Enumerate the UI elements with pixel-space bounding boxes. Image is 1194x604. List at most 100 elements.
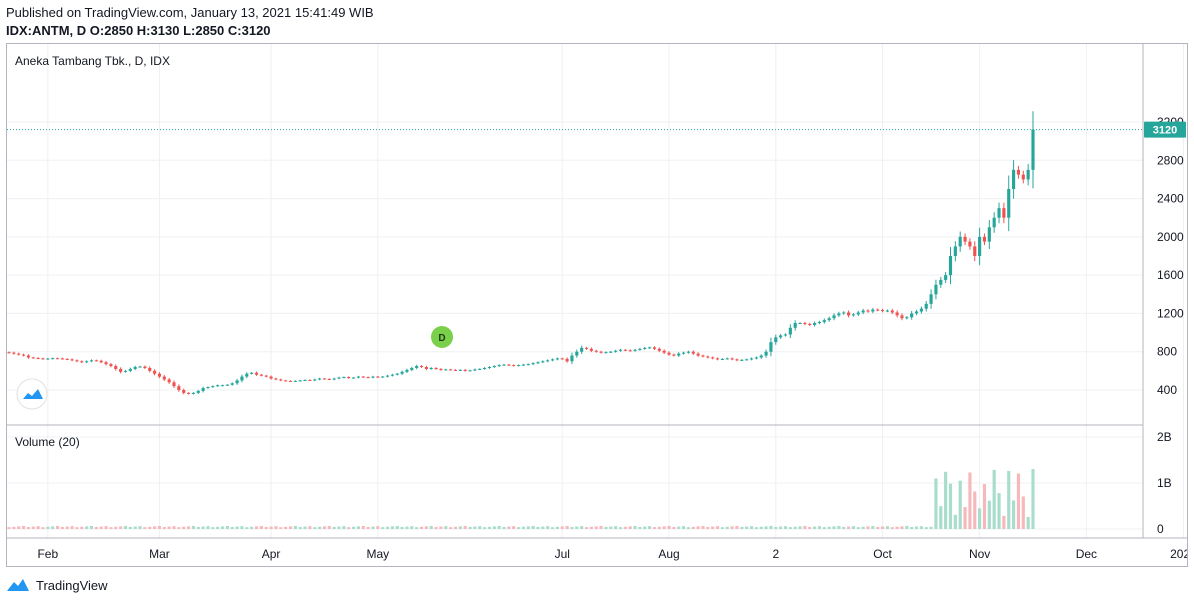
candle-body [191, 392, 195, 394]
candle-body [924, 303, 928, 309]
candle-body [182, 390, 186, 393]
candle-body [900, 315, 904, 319]
volume-bar [788, 527, 792, 529]
volume-bar [880, 526, 885, 529]
volume-bar [458, 526, 462, 529]
price-tick-label: 400 [1157, 383, 1177, 397]
candle-body [133, 367, 137, 369]
volume-bar [1026, 516, 1030, 529]
candle-body [216, 385, 220, 387]
volume-bar [473, 526, 477, 529]
volume-bar [254, 526, 259, 529]
candle-body [220, 385, 225, 387]
candle-body [415, 366, 419, 368]
volume-bar [497, 525, 501, 529]
volume-bar [696, 526, 700, 529]
candle-body [65, 358, 69, 360]
volume-bar [153, 526, 157, 529]
volume-bar [672, 526, 676, 529]
volume-bar [934, 478, 938, 529]
volume-bar [594, 526, 598, 529]
candle-body [94, 360, 98, 362]
volume-bar [550, 527, 555, 529]
volume-bar [1031, 469, 1035, 529]
volume-bar [138, 526, 142, 529]
high-value: 3130 [150, 23, 180, 38]
price-tick-label: 1600 [1157, 268, 1184, 282]
volume-bar [740, 526, 744, 529]
candle-body [109, 364, 113, 367]
volume-bar [162, 526, 166, 529]
volume-bar [929, 526, 933, 529]
candle-body [21, 354, 26, 356]
candle-body [148, 367, 152, 371]
volume-bar [793, 526, 797, 529]
time-tick-label: 2021 [1170, 547, 1187, 561]
candle-body [754, 357, 758, 359]
candle-body [12, 352, 16, 354]
volume-bar [754, 527, 758, 529]
candle-body [764, 351, 768, 356]
volume-bar [662, 526, 666, 529]
volume-bar [109, 527, 113, 529]
candle-body [555, 358, 559, 360]
volume-bar [483, 527, 487, 529]
volume-bar [259, 525, 263, 529]
volume-bar [987, 500, 991, 529]
volume-bar [939, 506, 943, 529]
candle-body [759, 355, 763, 358]
volume-bar [444, 526, 448, 529]
dividend-marker[interactable]: D [431, 326, 453, 348]
candle-body [157, 373, 162, 377]
volume-bar [60, 526, 64, 529]
tradingview-watermark-icon[interactable] [16, 378, 48, 410]
candle-body [153, 370, 157, 374]
candle-body [987, 227, 991, 242]
candle-body [351, 377, 356, 379]
candle-body [225, 384, 229, 386]
volume-bar [720, 527, 724, 529]
candle-body [376, 376, 380, 378]
candle-body [327, 378, 331, 380]
candle-body [99, 360, 103, 363]
candle-body [1016, 169, 1021, 175]
candle-body [769, 342, 773, 352]
volume-bar [31, 526, 35, 529]
volume-bar [390, 526, 394, 529]
candle-body [468, 370, 472, 372]
price-tick-label: 1200 [1157, 306, 1184, 320]
volume-bar [1016, 473, 1021, 529]
volume-bar [749, 526, 754, 529]
candle-body [871, 309, 875, 312]
candle-body [26, 355, 30, 358]
volume-bar [133, 526, 137, 529]
candle-body [813, 323, 817, 325]
volume-bar [526, 526, 530, 529]
candle-body [254, 372, 259, 375]
high-label: H: [136, 23, 151, 38]
footer: TradingView [6, 577, 108, 593]
volume-bar [55, 525, 60, 529]
volume-tick-label: 2B [1157, 430, 1172, 444]
grid-layer [7, 44, 1184, 538]
candle-body [1012, 169, 1016, 189]
candle-body [749, 358, 754, 360]
volume-bar [424, 526, 428, 529]
volume-bar [240, 526, 244, 529]
volume-bar [274, 526, 278, 529]
candle-body [982, 236, 987, 242]
low-label: L: [183, 23, 196, 38]
candle-body [405, 369, 409, 372]
candle-body [371, 376, 375, 378]
candle-body [473, 369, 477, 371]
candle-body [1021, 174, 1025, 180]
price-tick-label: 2400 [1157, 192, 1184, 206]
volume-bar [434, 526, 438, 529]
volume-bar [618, 527, 623, 529]
volume-bar [827, 526, 831, 529]
volume-bar [366, 526, 370, 529]
candle-body [36, 357, 40, 359]
candle-body [885, 310, 889, 312]
